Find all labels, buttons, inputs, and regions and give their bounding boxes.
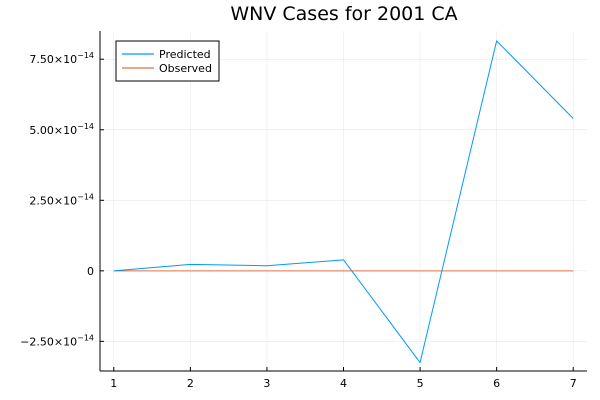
y-tick-label: 5.00×10−14 xyxy=(29,122,94,137)
x-tick-label: 1 xyxy=(110,377,117,390)
axes xyxy=(99,31,587,372)
x-tick-label: 2 xyxy=(187,377,194,390)
y-tick-labels: −2.50×10−1402.50×10−145.00×10−147.50×10−… xyxy=(20,51,94,348)
chart-title: WNV Cases for 2001 CA xyxy=(230,3,457,25)
y-tick-label: 0 xyxy=(87,265,94,278)
y-tick-label: 2.50×10−14 xyxy=(29,192,94,207)
legend-label-predicted: Predicted xyxy=(159,48,211,61)
y-tick-exponent: −14 xyxy=(77,192,94,201)
x-tick-label: 6 xyxy=(493,377,500,390)
x-tick-labels: 1 2 3 4 5 6 7 xyxy=(110,377,576,390)
y-tick-mantissa: −2.50×10 xyxy=(20,335,77,348)
x-tick-label: 4 xyxy=(340,377,347,390)
grid-lines xyxy=(100,31,587,371)
x-tick-label: 3 xyxy=(263,377,270,390)
y-tick-mantissa: 2.50×10 xyxy=(29,194,77,207)
y-tick-exponent: −14 xyxy=(77,122,94,131)
y-tick-exponent: −14 xyxy=(77,51,94,60)
y-tick-exponent: −14 xyxy=(77,333,94,342)
legend-label-observed: Observed xyxy=(159,62,212,75)
x-tick-label: 7 xyxy=(570,377,577,390)
series-line-predicted xyxy=(113,40,574,364)
y-tick-label: −2.50×10−14 xyxy=(20,333,94,348)
y-tick-mantissa: 5.00×10 xyxy=(29,124,77,137)
legend-box xyxy=(115,40,220,82)
y-tick-mantissa: 0 xyxy=(87,265,94,278)
y-tick-mantissa: 7.50×10 xyxy=(29,53,77,66)
y-tick-label: 7.50×10−14 xyxy=(29,51,94,66)
x-tick-label: 5 xyxy=(417,377,424,390)
series-lines xyxy=(113,40,574,364)
